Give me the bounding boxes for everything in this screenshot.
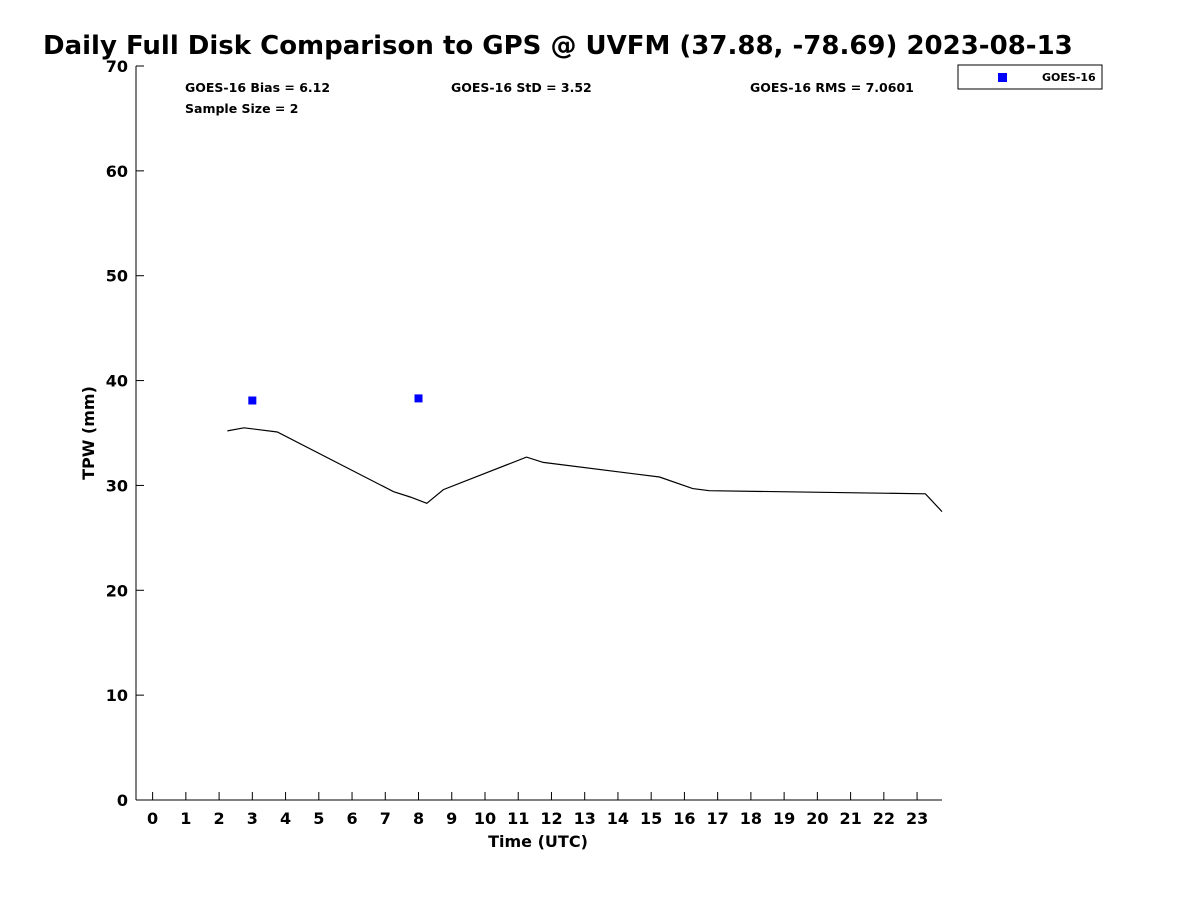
x-tick-label: 19 (773, 809, 795, 828)
x-tick-label: 7 (380, 809, 391, 828)
y-tick-label: 10 (106, 686, 128, 705)
x-tick-label: 22 (873, 809, 895, 828)
x-tick-label: 16 (673, 809, 695, 828)
rms-annotation: GOES-16 RMS = 7.0601 (750, 80, 914, 95)
y-tick-label: 70 (106, 57, 128, 76)
y-tick-label: 60 (106, 162, 128, 181)
bias-annotation: GOES-16 Bias = 6.12 (185, 80, 330, 95)
sample-size-annotation: Sample Size = 2 (185, 101, 298, 116)
x-tick-label: 23 (906, 809, 928, 828)
x-tick-label: 9 (446, 809, 457, 828)
y-axis-label: TPW (mm) (79, 386, 98, 480)
x-tick-label: 14 (607, 809, 629, 828)
std-annotation: GOES-16 StD = 3.52 (451, 80, 592, 95)
x-axis-label: Time (UTC) (488, 832, 588, 851)
x-tick-label: 6 (346, 809, 357, 828)
x-tick-label: 5 (313, 809, 324, 828)
gps-tpw-line (227, 427, 943, 513)
x-tick-label: 0 (147, 809, 158, 828)
y-tick-label: 30 (106, 476, 128, 495)
x-tick-label: 4 (280, 809, 291, 828)
x-tick-label: 17 (707, 809, 729, 828)
goes16-point (248, 396, 257, 405)
legend-box (957, 64, 1103, 90)
x-tick-label: 18 (740, 809, 762, 828)
y-tick-label: 0 (117, 791, 128, 810)
goes16-point (414, 394, 423, 403)
y-tick-label: 20 (106, 581, 128, 600)
stats-annotations: GOES-16 Bias = 6.12 GOES-16 StD = 3.52 G… (185, 80, 914, 116)
y-tick-label: 50 (106, 267, 128, 286)
y-ticks: 0 10 20 30 40 50 60 70 (106, 57, 144, 810)
legend: GOES-16 (957, 64, 1103, 90)
x-tick-label: 21 (839, 809, 861, 828)
x-tick-label: 11 (507, 809, 529, 828)
x-tick-label: 2 (214, 809, 225, 828)
legend-goes16-marker (998, 73, 1007, 82)
x-tick-label: 10 (474, 809, 496, 828)
y-tick-label: 40 (106, 372, 128, 391)
x-tick-label: 3 (247, 809, 258, 828)
x-tick-label: 13 (574, 809, 596, 828)
x-tick-label: 12 (540, 809, 562, 828)
x-tick-label: 1 (180, 809, 191, 828)
x-tick-label: 8 (413, 809, 424, 828)
series-layer (227, 394, 943, 513)
chart-title: Daily Full Disk Comparison to GPS @ UVFM… (43, 31, 1073, 61)
x-tick-label: 15 (640, 809, 662, 828)
legend-goes16-label: GOES-16 (1042, 71, 1096, 84)
x-ticks: 0 1 2 3 4 5 6 7 8 9 10 11 12 13 14 15 16 17 18 19 20 21 22 23 (147, 792, 928, 828)
x-tick-label: 20 (806, 809, 828, 828)
